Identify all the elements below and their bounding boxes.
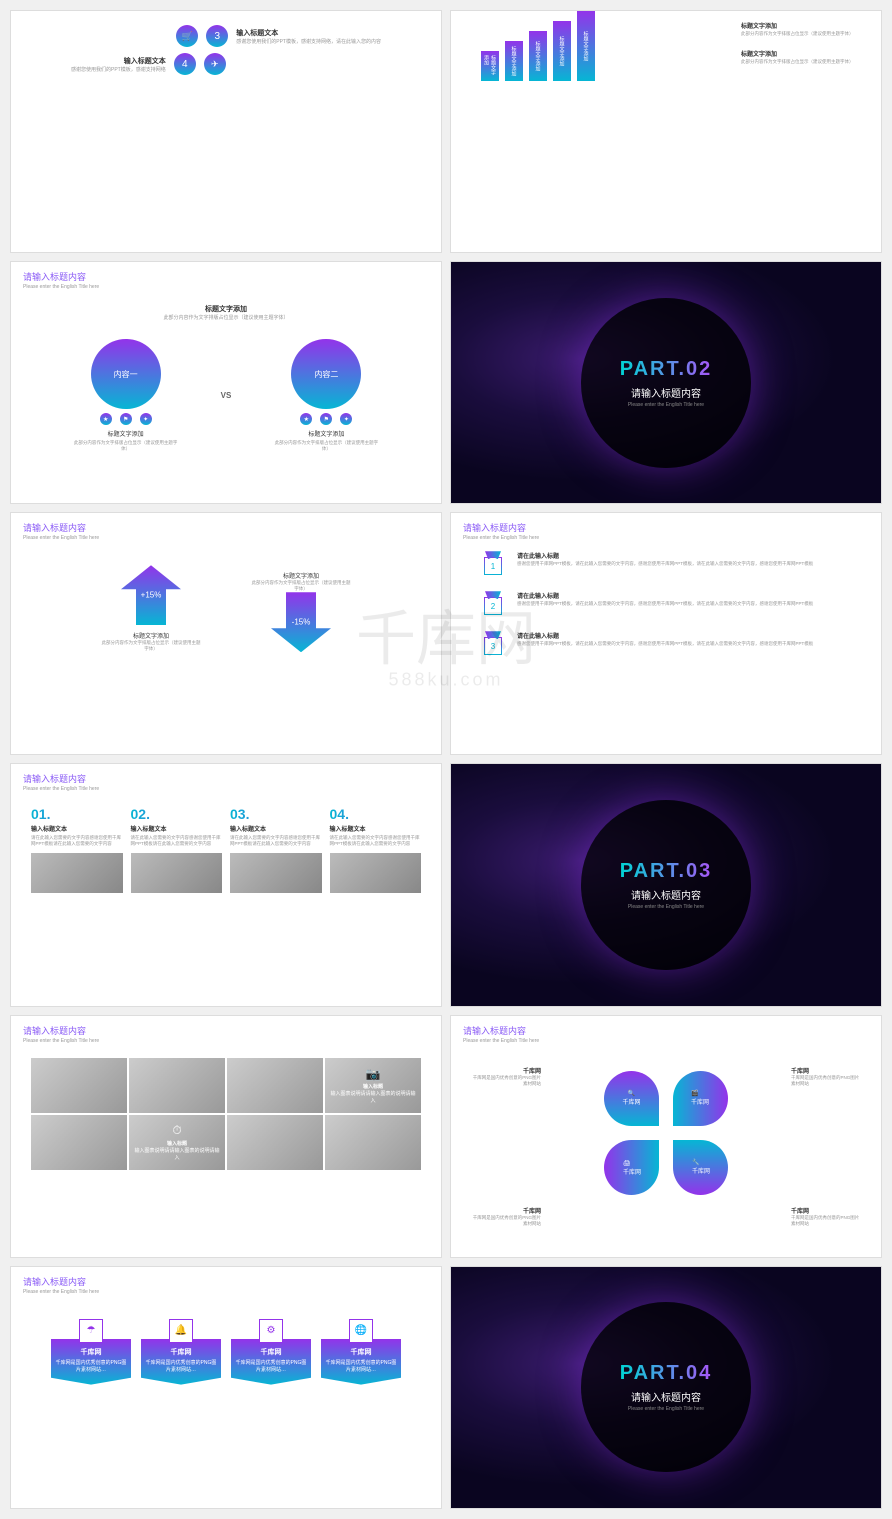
overlay-cell: ⏱输入标题输入图表说明请请输入图表的说明请输入 bbox=[129, 1115, 225, 1170]
bell-icon: 🔔 bbox=[169, 1319, 193, 1343]
clock-icon: ⏱ bbox=[172, 1123, 181, 1138]
camera-icon: 📷 bbox=[366, 1067, 381, 1081]
medal-item: 2请在此输入标题感谢您使用千库网PPT模板，请在此输入您需要的文字内容，感谢您使… bbox=[451, 585, 881, 625]
bar: 标题文字添加 bbox=[577, 11, 595, 81]
photo-cell bbox=[31, 1115, 127, 1170]
banner-item: 🔔千库网千库网是国内优秀创意的PNG图片素材网站… bbox=[141, 1319, 221, 1385]
photo-cell bbox=[325, 1115, 421, 1170]
slide-5: 请输入标题内容Please enter the English Title he… bbox=[10, 512, 442, 755]
overlay-cell: 📷输入标题输入图表说明请请输入图表的说明请输入 bbox=[325, 1058, 421, 1113]
gear-icon: ⚙ bbox=[259, 1319, 283, 1343]
side-label: 千库网千库网是国内优秀创意的PNG图片素材网站 bbox=[791, 1066, 861, 1087]
search-icon: 🔍 bbox=[628, 1090, 635, 1097]
banner-item: 🌐千库网千库网是国内优秀创意的PNG图片素材网站… bbox=[321, 1319, 401, 1385]
bar: 标题文字添加 bbox=[505, 41, 523, 81]
arrow-up-col: +15% 标题文字添加 此部分内容作为文字排版占位显示（建议使用主题字体） bbox=[101, 565, 201, 652]
cart-icon: 🛒 bbox=[176, 25, 198, 47]
slide-part-02: PART.02 请输入标题内容 Please enter the English… bbox=[450, 261, 882, 504]
slide-9: 请输入标题内容Please enter the English Title he… bbox=[10, 1015, 442, 1258]
globe-icon: 🌐 bbox=[349, 1319, 373, 1343]
photo-cell bbox=[227, 1115, 323, 1170]
slide-2: 标题文字添加 标题文字添加 标题文字添加 标题文字添加 标题文字添加 标题文字添… bbox=[450, 10, 882, 253]
vs-label: VS bbox=[221, 391, 232, 400]
icon: ★ bbox=[300, 413, 312, 425]
photo-cell bbox=[31, 1058, 127, 1113]
slide-part-03: PART.03 请输入标题内容 Please enter the English… bbox=[450, 763, 882, 1006]
col-item: 02.输入标题文本请在此输入您需要的文字内容感谢您使用千库网PPT模板请在此输入… bbox=[131, 806, 223, 893]
side-label: 千库网千库网是国内优秀创意的PNG图片素材网站 bbox=[471, 1066, 541, 1087]
petal: 🎬千库网 bbox=[673, 1071, 728, 1126]
bar: 标题文字添加 bbox=[481, 51, 499, 81]
arrow-down-col: 标题文字添加 此部分内容作为文字排版占位显示（建议使用主题字体） -15% bbox=[251, 565, 351, 652]
slide-1: 🛒 3 输入标题文本感谢您使用我们的PPT模板，感谢支持网络，请在此输入您的内容… bbox=[10, 10, 442, 253]
dot-3: 3 bbox=[206, 25, 228, 47]
section-circle: PART.02 请输入标题内容 Please enter the English… bbox=[581, 298, 751, 468]
tools-icon: 🔧 bbox=[692, 1160, 699, 1166]
dot-4: 4 bbox=[174, 53, 196, 75]
side-label: 千库网千库网是国内优秀创意的PNG图片素材网站 bbox=[791, 1206, 861, 1227]
banner-item: ☂千库网千库网是国内优秀创意的PNG图片素材网站… bbox=[51, 1319, 131, 1385]
petal-diagram: 🔍千库网 🎬千库网 🖨千库网 🔧千库网 bbox=[596, 1063, 736, 1203]
medal-item: 3请在此输入标题感谢您使用千库网PPT模板，请在此输入您需要的文字内容，感谢您使… bbox=[451, 625, 881, 665]
film-icon: 🎬 bbox=[691, 1091, 698, 1097]
bar: 标题文字添加 bbox=[529, 31, 547, 81]
col-item: 03.输入标题文本请在此输入您需要的文字内容感谢您使用千库网PPT模板请在此输入… bbox=[230, 806, 322, 893]
top-label: 标题文字添加此部分内容作为文字排版占位显示（建议使用主题字体） bbox=[11, 304, 441, 321]
medal-item: 1请在此输入标题感谢您使用千库网PPT模板，请在此输入您需要的文字内容，感谢您使… bbox=[451, 545, 881, 585]
row-text: 输入标题文本感谢您使用我们的PPT模板，感谢支持网络 bbox=[71, 56, 166, 73]
umbrella-icon: ☂ bbox=[79, 1319, 103, 1343]
icon: ⚑ bbox=[320, 413, 332, 425]
slide-6: 请输入标题内容Please enter the English Title he… bbox=[450, 512, 882, 755]
slide-7: 请输入标题内容Please enter the English Title he… bbox=[10, 763, 442, 1006]
vs-right: 内容二 ★⚑✦ 标题文字添加 此部分内容作为文字排版占位显示（建议使用主题字体） bbox=[271, 339, 381, 452]
slide-grid: 🛒 3 输入标题文本感谢您使用我们的PPT模板，感谢支持网络，请在此输入您的内容… bbox=[10, 10, 882, 1509]
slide-3: 请输入标题内容Please enter the English Title he… bbox=[10, 261, 442, 504]
slide-part-04: PART.04 请输入标题内容 Please enter the English… bbox=[450, 1266, 882, 1509]
slide-10: 请输入标题内容Please enter the English Title he… bbox=[450, 1015, 882, 1258]
icon: ★ bbox=[100, 413, 112, 425]
printer-icon: 🖨 bbox=[622, 1160, 630, 1166]
banner-item: ⚙千库网千库网是国内优秀创意的PNG图片素材网站… bbox=[231, 1319, 311, 1385]
plane-icon: ✈ bbox=[204, 53, 226, 75]
petal: 🔧千库网 bbox=[673, 1140, 728, 1195]
side-label: 千库网千库网是国内优秀创意的PNG图片素材网站 bbox=[471, 1206, 541, 1227]
vs-left: 内容一 ★⚑✦ 标题文字添加 此部分内容作为文字排版占位显示（建议使用主题字体） bbox=[71, 339, 181, 452]
icon: ✦ bbox=[340, 413, 352, 425]
photo-cell bbox=[227, 1058, 323, 1113]
petal: 🔍千库网 bbox=[604, 1071, 659, 1126]
bar: 标题文字添加 bbox=[553, 21, 571, 81]
icon: ⚑ bbox=[120, 413, 132, 425]
slide-11: 请输入标题内容Please enter the English Title he… bbox=[10, 1266, 442, 1509]
slide-header: 请输入标题内容Please enter the English Title he… bbox=[11, 262, 441, 294]
col-item: 04.输入标题文本请在此输入您需要的文字内容感谢您使用千库网PPT模板请在此输入… bbox=[330, 806, 422, 893]
icon: ✦ bbox=[140, 413, 152, 425]
col-item: 01.输入标题文本请在此输入您需要的文字内容感谢您使用千库网PPT模板请在此输入… bbox=[31, 806, 123, 893]
side-text: 标题文字添加此部分内容作为文字排版占位显示（建议使用主题字体） 标题文字添加此部… bbox=[741, 21, 861, 77]
petal: 🖨千库网 bbox=[604, 1140, 659, 1195]
row-text: 输入标题文本感谢您使用我们的PPT模板，感谢支持网络，请在此输入您的内容 bbox=[236, 28, 381, 45]
photo-cell bbox=[129, 1058, 225, 1113]
